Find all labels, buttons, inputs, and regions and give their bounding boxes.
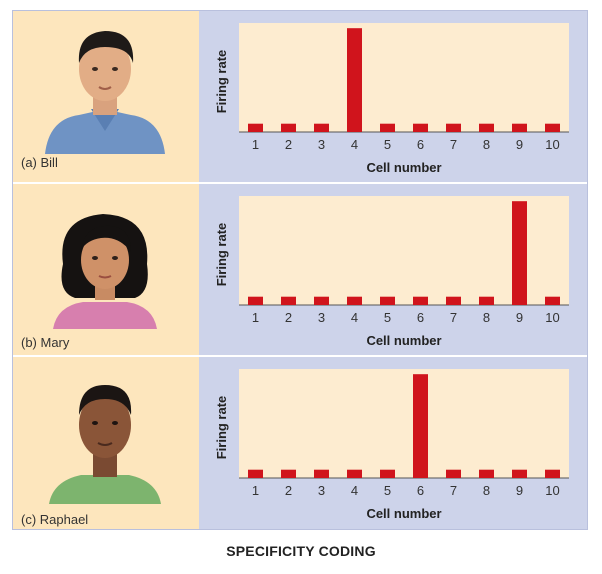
bar-cell-6 <box>413 296 428 305</box>
panel-divider <box>13 182 587 184</box>
bar-cell-4 <box>347 296 362 305</box>
plot-area <box>239 23 569 132</box>
y-axis-label: Firing rate <box>214 50 229 114</box>
bar-cell-10 <box>545 123 560 132</box>
tick-label: 4 <box>351 483 358 498</box>
bill-face-icon <box>45 31 165 154</box>
tick-label: 2 <box>285 137 292 152</box>
bar-cell-9 <box>512 201 527 305</box>
bar-cell-3 <box>314 123 329 132</box>
tick-label: 9 <box>516 310 523 325</box>
y-axis-label: Firing rate <box>214 396 229 460</box>
plot-area <box>239 369 569 478</box>
tick-label: 7 <box>450 483 457 498</box>
tick-label: 4 <box>351 310 358 325</box>
bar-cell-8 <box>479 296 494 305</box>
tick-label: 9 <box>516 137 523 152</box>
bar-cell-7 <box>446 469 461 478</box>
bar-cell-1 <box>248 296 263 305</box>
bar-cell-5 <box>380 469 395 478</box>
tick-label: 1 <box>252 137 259 152</box>
bar-cell-7 <box>446 296 461 305</box>
panel-divider <box>13 355 587 357</box>
x-axis-label: Cell number <box>366 160 441 175</box>
tick-label: 3 <box>318 310 325 325</box>
panel-label: (b) Mary <box>21 335 70 350</box>
tick-label: 2 <box>285 310 292 325</box>
panel-mary: (b) Mary 1 2 3 4 5 6 7 8 9 10 Cell number Firing ra… <box>13 184 587 355</box>
bar-cell-9 <box>512 123 527 132</box>
bar-cell-2 <box>281 123 296 132</box>
x-axis-label: Cell number <box>366 333 441 348</box>
tick-label: 9 <box>516 483 523 498</box>
tick-label: 7 <box>450 310 457 325</box>
bar-cell-10 <box>545 469 560 478</box>
tick-label: 1 <box>252 483 259 498</box>
firing-chart-mary: 1 2 3 4 5 6 7 8 9 10 Cell number Firing rate <box>214 196 569 348</box>
bar-cell-7 <box>446 123 461 132</box>
bar-cell-8 <box>479 469 494 478</box>
tick-label: 6 <box>417 483 424 498</box>
bar-cell-8 <box>479 123 494 132</box>
bar-cell-5 <box>380 123 395 132</box>
y-axis-label: Firing rate <box>214 223 229 287</box>
bar-cell-10 <box>545 296 560 305</box>
tick-label: 8 <box>483 483 490 498</box>
panel-label: (c) Raphael <box>21 512 89 527</box>
tick-label: 3 <box>318 137 325 152</box>
raphael-face-icon <box>49 385 161 504</box>
tick-label: 1 <box>252 310 259 325</box>
tick-label: 10 <box>545 137 559 152</box>
bar-cell-2 <box>281 469 296 478</box>
bar-cell-1 <box>248 123 263 132</box>
bar-cell-1 <box>248 469 263 478</box>
bar-cell-6 <box>413 374 428 478</box>
tick-label: 10 <box>545 310 559 325</box>
figure-frame: (a) Bill 1 2 3 4 5 6 7 8 9 10 Cell number Firing ra… <box>12 10 588 530</box>
bar-cell-3 <box>314 469 329 478</box>
tick-label: 8 <box>483 310 490 325</box>
panel-raphael: (c) Raphael 1 2 3 4 5 6 7 8 9 10 Cell number Firing… <box>13 357 587 528</box>
x-axis-label: Cell number <box>366 506 441 521</box>
tick-label: 5 <box>384 137 391 152</box>
firing-chart-bill: 1 2 3 4 5 6 7 8 9 10 Cell number Firing rate <box>214 23 569 175</box>
bar-cell-4 <box>347 469 362 478</box>
firing-chart-raphael: 1 2 3 4 5 6 7 8 9 10 Cell number Firing rate <box>214 369 569 521</box>
bar-cell-3 <box>314 296 329 305</box>
tick-label: 4 <box>351 137 358 152</box>
bar-cell-9 <box>512 469 527 478</box>
bar-cell-5 <box>380 296 395 305</box>
panel-label: (a) Bill <box>21 155 58 170</box>
tick-label: 6 <box>417 310 424 325</box>
tick-label: 6 <box>417 137 424 152</box>
tick-label: 5 <box>384 483 391 498</box>
bar-cell-2 <box>281 296 296 305</box>
panel-bill: (a) Bill 1 2 3 4 5 6 7 8 9 10 Cell number Firing ra… <box>13 11 587 182</box>
bar-cell-6 <box>413 123 428 132</box>
tick-label: 8 <box>483 137 490 152</box>
tick-label: 2 <box>285 483 292 498</box>
bar-cell-4 <box>347 28 362 132</box>
mary-face-icon <box>53 214 157 329</box>
tick-label: 5 <box>384 310 391 325</box>
tick-label: 10 <box>545 483 559 498</box>
tick-label: 3 <box>318 483 325 498</box>
tick-label: 7 <box>450 137 457 152</box>
figure-caption: SPECIFICITY CODING <box>226 543 376 559</box>
